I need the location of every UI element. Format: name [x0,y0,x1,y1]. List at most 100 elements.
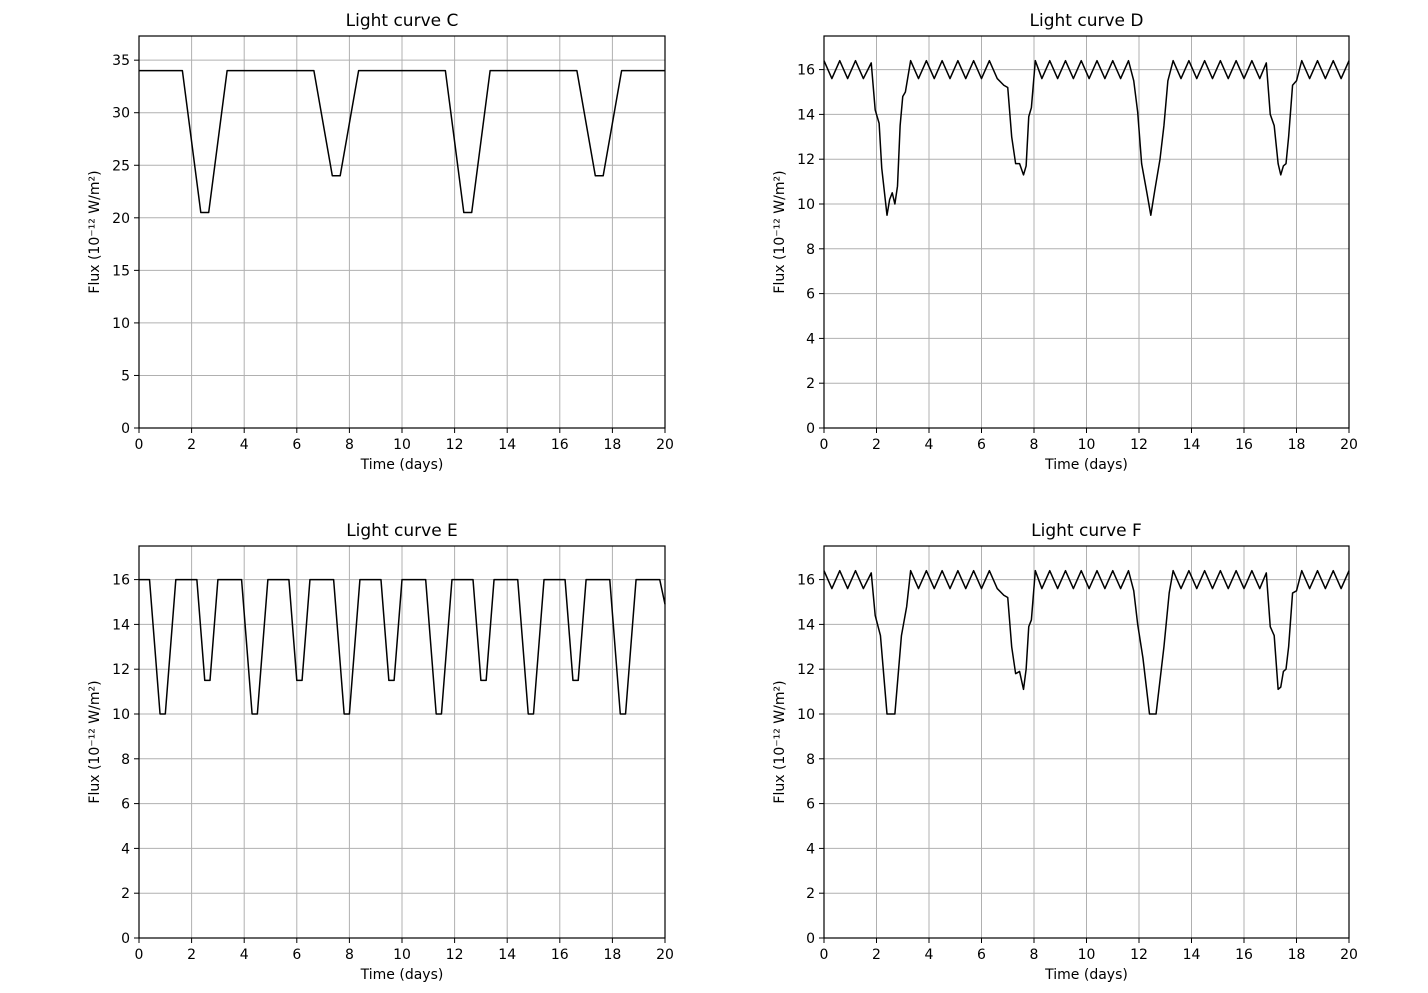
y-tick-label: 4 [806,841,815,857]
x-tick-label: 2 [187,437,196,453]
y-tick-label: 20 [112,211,130,227]
x-tick-label: 4 [240,947,249,963]
x-tick-label: 12 [446,437,464,453]
x-tick-label: 0 [135,437,144,453]
x-tick-label: 6 [977,947,986,963]
y-tick-label: 8 [806,752,815,768]
flux-curve-line [139,578,666,715]
x-tick-label: 18 [603,437,621,453]
y-tick-label: 12 [797,662,815,678]
x-tick-label: 0 [135,947,144,963]
x-tick-label: 8 [345,947,354,963]
x-tick-label: 8 [1030,947,1039,963]
y-tick-label: 12 [112,662,130,678]
flux-curve-line [823,59,1350,216]
x-tick-label: 18 [1288,947,1306,963]
y-tick-label: 0 [806,421,815,437]
x-tick-label: 14 [498,947,516,963]
y-axis-label: Flux (10⁻¹² W/m²) [772,680,788,803]
y-tick-label: 8 [806,242,815,258]
y-tick-label: 14 [797,617,815,633]
y-tick-label: 6 [806,797,815,813]
y-tick-label: 4 [806,331,815,347]
x-tick-label: 4 [925,437,934,453]
y-tick-label: 16 [797,573,815,589]
y-tick-label: 0 [806,931,815,947]
flux-curve-line [823,569,1350,715]
x-axis-label: Time (days) [1044,967,1128,983]
y-tick-label: 5 [121,368,130,384]
y-tick-label: 35 [112,53,130,69]
x-tick-label: 18 [1288,437,1306,453]
panel-light-curve-d: 0 2 4 6 8 10 12 14 16 18 20 0 2 4 6 8 10 12 14 16 Light curv… [772,11,1358,473]
x-tick-label: 20 [656,437,674,453]
y-tick-label: 25 [112,158,130,174]
x-axis-label: Time (days) [360,457,444,473]
y-tick-label: 12 [797,152,815,168]
y-tick-label: 14 [797,107,815,123]
y-tick-label: 16 [797,63,815,79]
chart-title: Light curve E [346,521,458,541]
x-tick-label: 14 [1183,437,1201,453]
x-tick-label: 6 [977,437,986,453]
x-tick-label: 16 [1235,947,1253,963]
x-tick-label: 10 [393,947,411,963]
x-tick-label: 12 [1130,437,1148,453]
y-tick-label: 8 [121,752,130,768]
x-tick-label: 8 [345,437,354,453]
x-tick-label: 4 [925,947,934,963]
x-tick-label: 16 [551,437,569,453]
y-tick-label: 30 [112,106,130,122]
y-axis-label: Flux (10⁻¹² W/m²) [87,170,103,293]
y-tick-label: 4 [121,841,130,857]
x-tick-label: 12 [446,947,464,963]
x-tick-label: 0 [820,947,829,963]
x-tick-label: 20 [656,947,674,963]
x-tick-label: 6 [292,947,301,963]
y-tick-label: 10 [112,707,130,723]
x-tick-label: 12 [1130,947,1148,963]
x-axis-label: Time (days) [1044,457,1128,473]
y-tick-label: 2 [806,376,815,392]
y-tick-label: 0 [121,931,130,947]
x-tick-label: 16 [1235,437,1253,453]
chart-title: Light curve F [1031,521,1142,541]
y-axis-label: Flux (10⁻¹² W/m²) [87,680,103,803]
x-tick-label: 10 [1078,947,1096,963]
y-tick-label: 6 [806,287,815,303]
y-tick-label: 0 [121,421,130,437]
y-tick-label: 2 [121,886,130,902]
y-tick-label: 10 [797,197,815,213]
panel-light-curve-f: 0 2 4 6 8 10 12 14 16 18 20 0 2 4 6 8 10 12 14 16 Light curv… [772,521,1358,983]
x-tick-label: 18 [603,947,621,963]
x-tick-label: 2 [187,947,196,963]
y-tick-label: 16 [112,573,130,589]
x-axis-label: Time (days) [360,967,444,983]
x-tick-label: 14 [498,437,516,453]
x-tick-label: 10 [1078,437,1096,453]
chart-title: Light curve C [346,11,459,31]
y-tick-label: 14 [112,617,130,633]
y-tick-label: 10 [797,707,815,723]
x-tick-label: 2 [872,947,881,963]
y-tick-label: 15 [112,263,130,279]
y-tick-label: 10 [112,316,130,332]
panel-light-curve-e: 0 2 4 6 8 10 12 14 16 18 20 0 2 4 6 8 10 12 14 16 Light curv… [87,521,674,983]
x-tick-label: 16 [551,947,569,963]
x-tick-label: 20 [1340,947,1358,963]
x-tick-label: 14 [1183,947,1201,963]
flux-curve-line [139,69,665,214]
x-tick-label: 8 [1030,437,1039,453]
panel-light-curve-c: 0 2 4 6 8 10 12 14 16 18 20 0 5 10 15 20 25 30 35 Light cur… [87,11,674,473]
x-tick-label: 6 [292,437,301,453]
x-tick-label: 10 [393,437,411,453]
y-tick-label: 2 [806,886,815,902]
x-tick-label: 20 [1340,437,1358,453]
x-tick-label: 0 [820,437,829,453]
chart-title: Light curve D [1030,11,1144,31]
y-axis-label: Flux (10⁻¹² W/m²) [772,170,788,293]
x-tick-label: 2 [872,437,881,453]
y-tick-label: 6 [121,797,130,813]
x-tick-label: 4 [240,437,249,453]
